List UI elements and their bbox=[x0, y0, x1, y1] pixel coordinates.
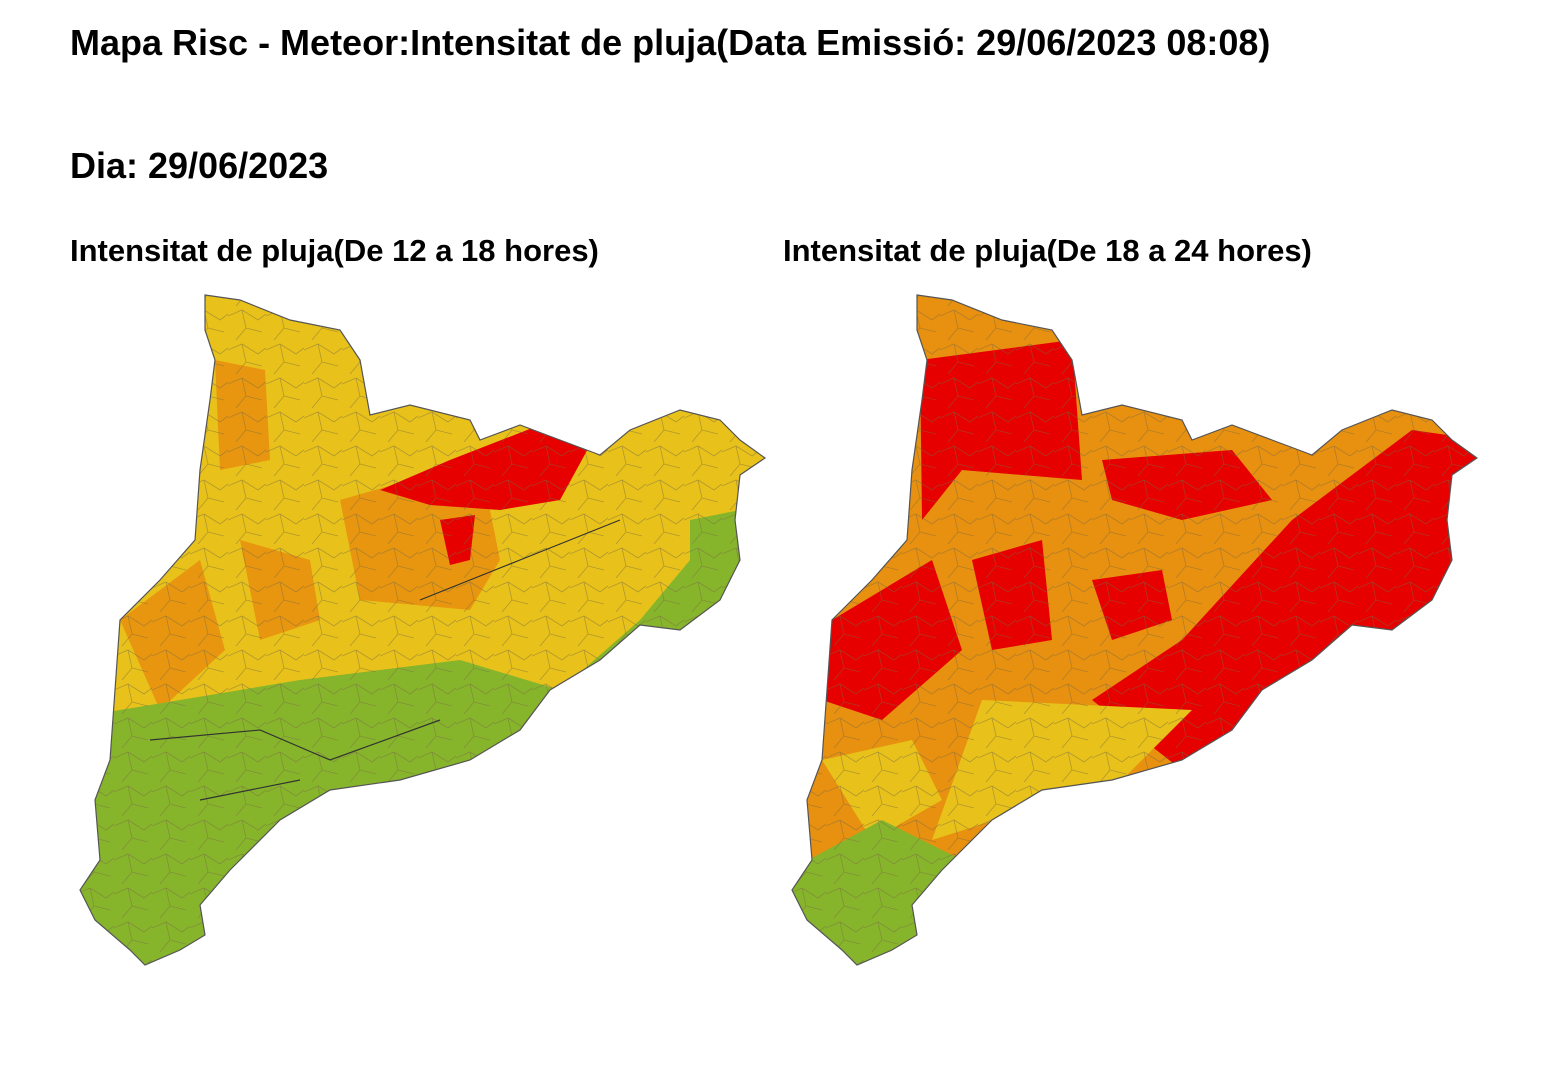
map-title: Intensitat de pluja(De 18 a 24 hores) bbox=[783, 233, 1312, 268]
day-label: Dia: 29/06/2023 bbox=[70, 145, 329, 186]
map-title: Intensitat de pluja(De 12 a 18 hores) bbox=[70, 233, 599, 268]
page-title: Mapa Risc - Meteor:Intensitat de pluja(D… bbox=[70, 22, 1271, 63]
map-2 bbox=[791, 294, 1478, 966]
map-1 bbox=[80, 295, 765, 965]
